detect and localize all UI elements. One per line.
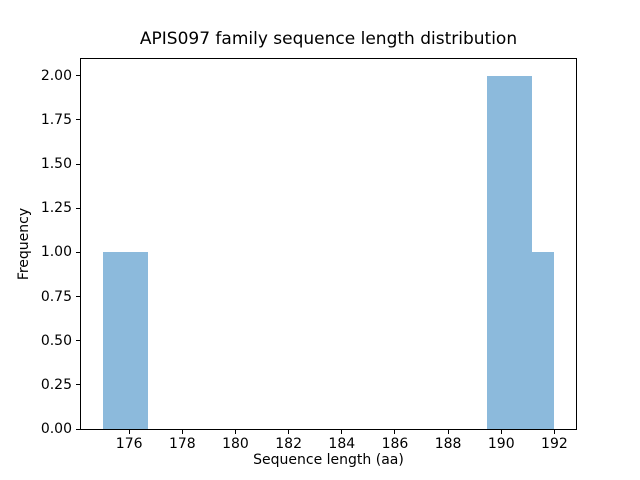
x-tick-label: 184: [328, 436, 356, 452]
x-axis-spine: [80, 429, 577, 430]
x-tick-mark: [447, 430, 449, 434]
y-axis-spine: [80, 58, 81, 430]
histogram-bar: [531, 252, 555, 429]
x-axis-label: Sequence length (aa): [253, 452, 404, 468]
y-tick-label: 1.50: [40, 156, 72, 172]
x-tick-mark: [341, 430, 343, 434]
y-tick-label: 1.75: [40, 111, 72, 128]
x-tick-label: 188: [434, 436, 462, 452]
right-spine: [576, 58, 577, 430]
y-tick-mark: [76, 384, 80, 386]
x-tick-label: 190: [487, 436, 515, 452]
x-tick-mark: [553, 430, 555, 434]
y-tick-label: 0.50: [40, 332, 72, 349]
x-tick-label: 186: [381, 436, 409, 452]
x-tick-label: 180: [222, 436, 249, 452]
y-tick-label: 1.00: [40, 244, 72, 261]
x-tick-label: 176: [115, 436, 143, 452]
x-tick-mark: [181, 430, 183, 434]
y-tick-label: 2.00: [40, 67, 72, 84]
histogram-bar: [486, 75, 532, 429]
x-tick-mark: [394, 430, 396, 434]
y-tick-label: 0.25: [40, 376, 72, 393]
x-tick-mark: [288, 430, 290, 434]
y-tick-label: 0.00: [40, 421, 72, 437]
y-tick-label: 0.75: [40, 288, 72, 305]
x-tick-mark: [128, 430, 130, 434]
x-tick-label: 192: [541, 436, 568, 452]
y-tick-mark: [76, 75, 80, 77]
histogram-bar: [102, 252, 148, 429]
x-tick-label: 178: [168, 436, 196, 452]
x-tick-label: 182: [275, 436, 302, 452]
x-tick-mark: [500, 430, 502, 434]
y-tick-mark: [76, 207, 80, 209]
x-tick-mark: [234, 430, 236, 434]
y-tick-mark: [76, 119, 80, 121]
chart-title: APIS097 family sequence length distribut…: [139, 29, 518, 49]
y-tick-mark: [76, 163, 80, 165]
y-tick-mark: [76, 296, 80, 297]
y-tick-mark: [76, 340, 80, 342]
top-spine: [80, 58, 577, 59]
y-tick-label: 1.25: [40, 200, 72, 217]
y-tick-mark: [76, 251, 80, 253]
y-tick-mark: [76, 428, 80, 430]
